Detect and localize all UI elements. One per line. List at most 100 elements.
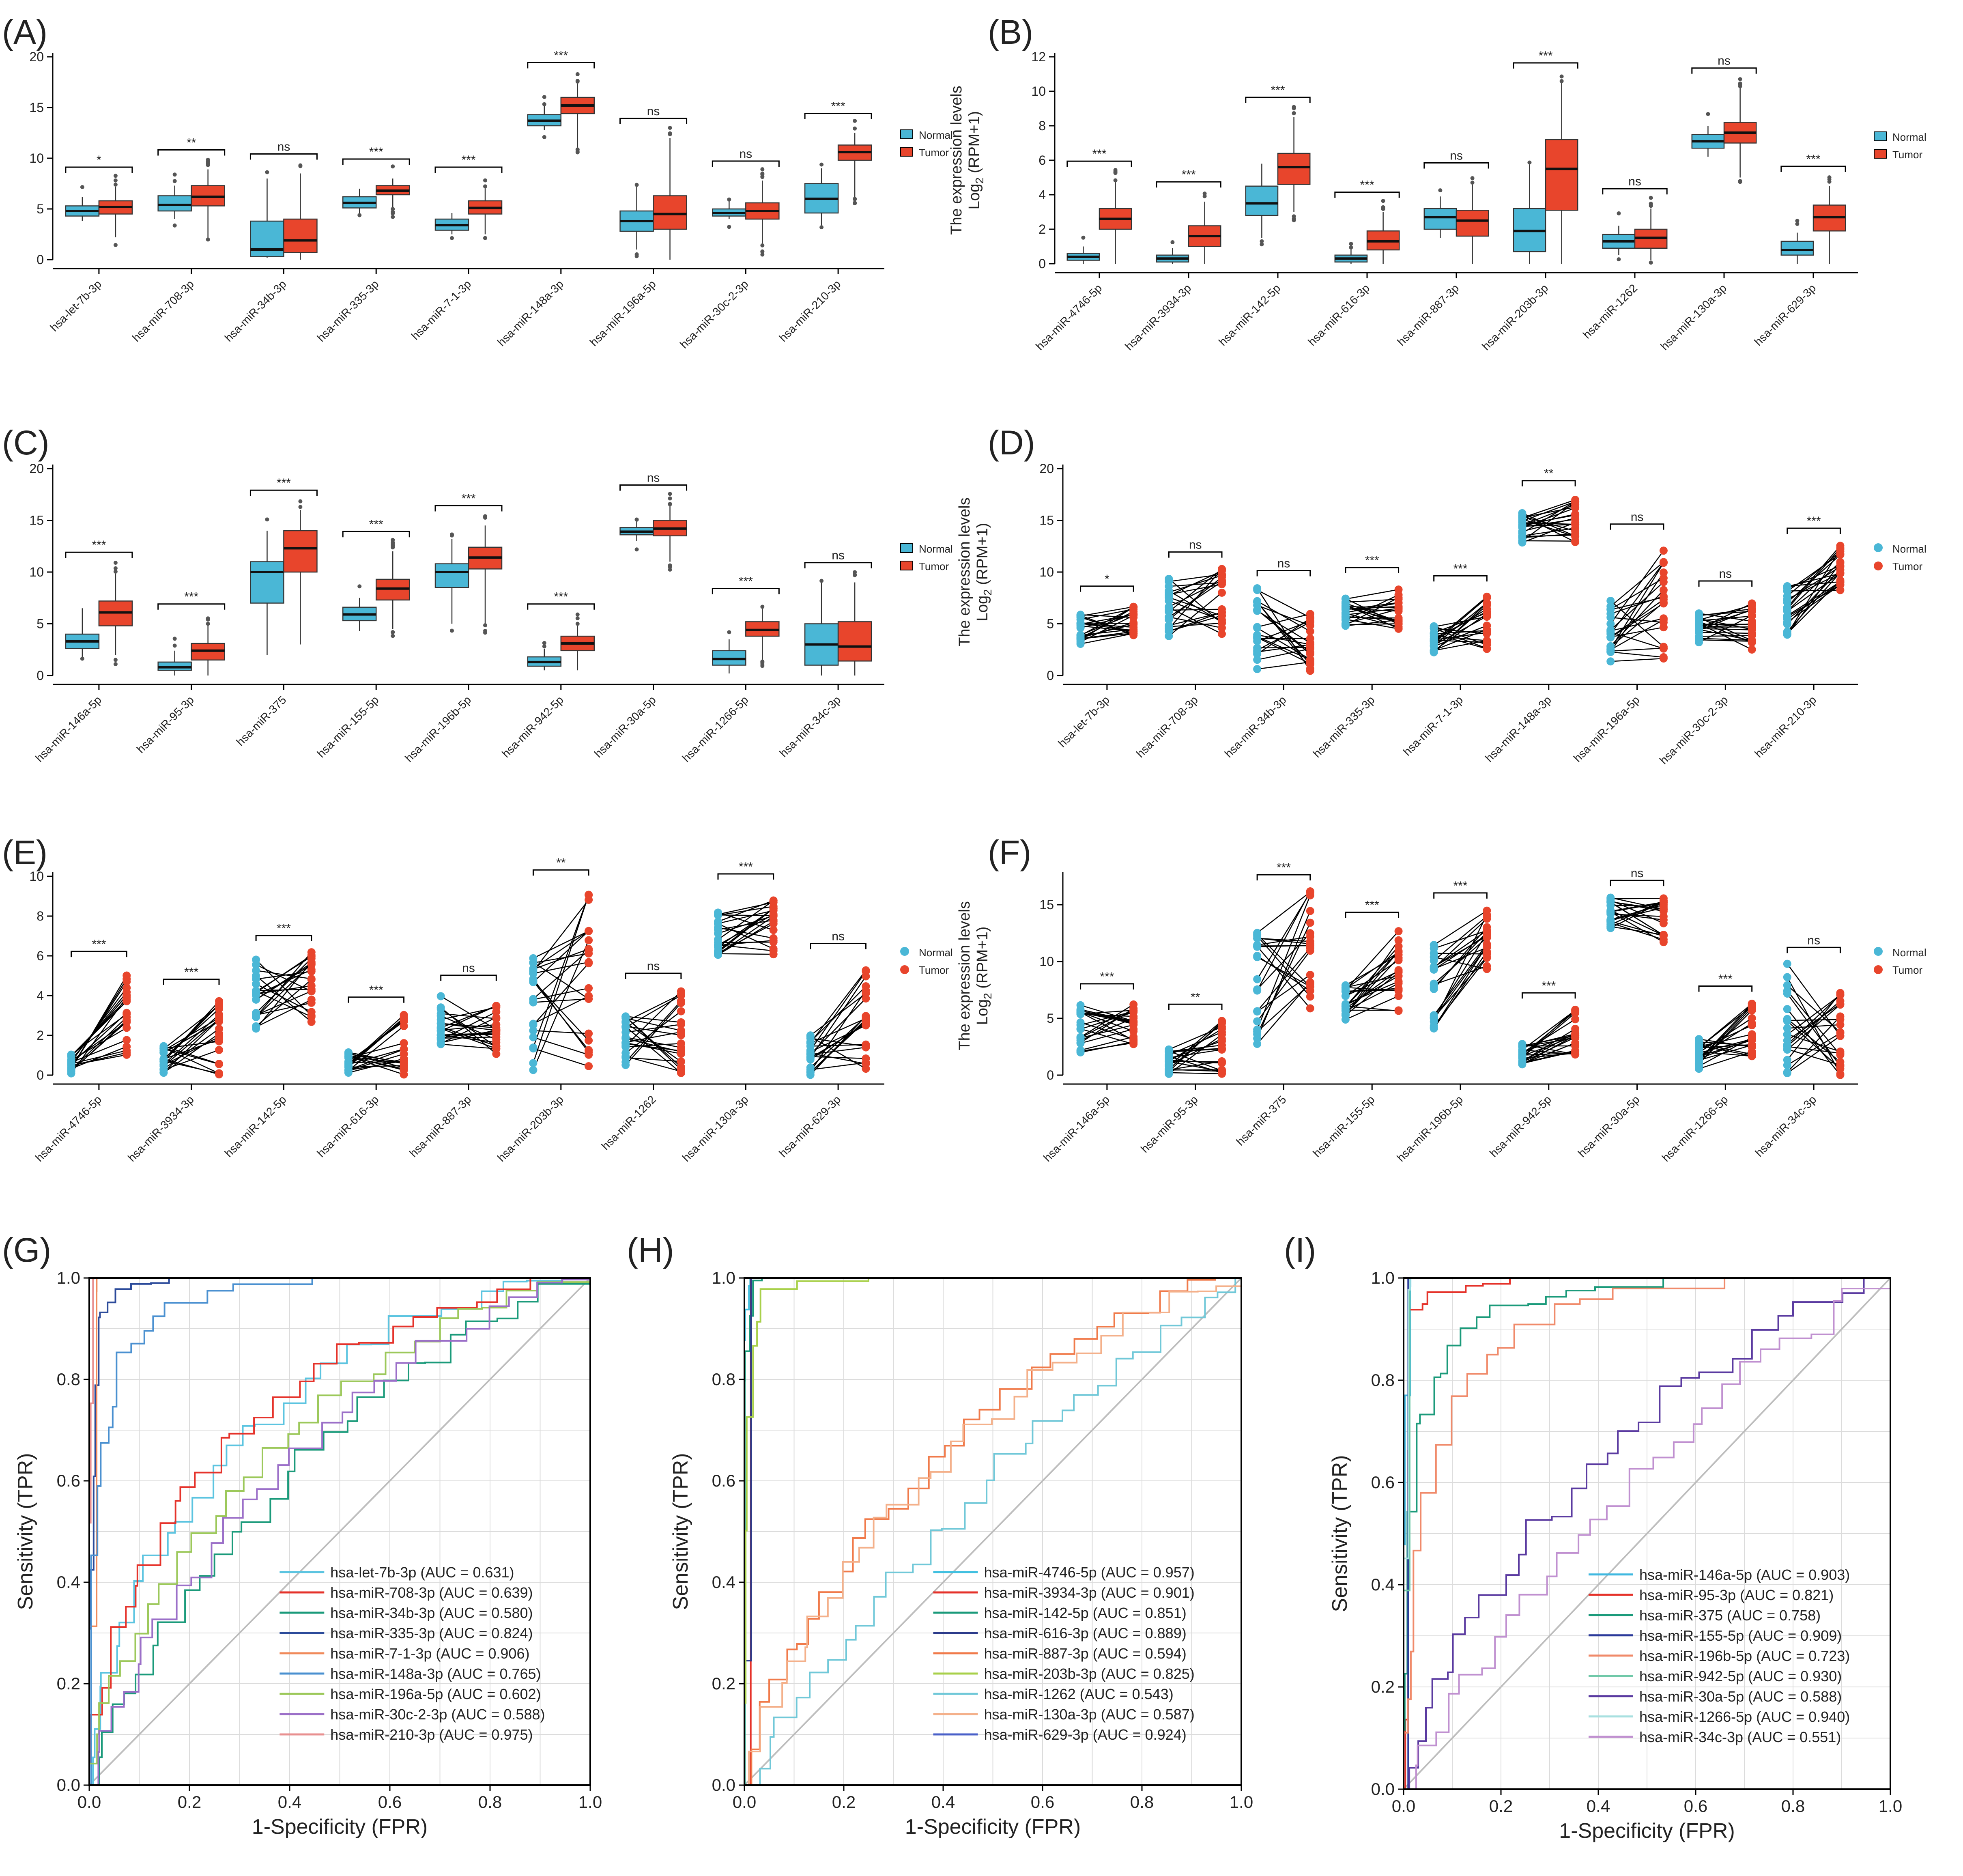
pair-line: [1168, 1038, 1222, 1065]
pair-line: [1699, 629, 1752, 641]
pair-line: [1610, 577, 1664, 610]
point-normal: [1518, 527, 1527, 536]
pair-line: [810, 970, 866, 1043]
pair-line: [1610, 900, 1664, 925]
significance-bracket: [434, 166, 503, 173]
pair-line: [1610, 562, 1664, 607]
legend-normal-label: Normal: [919, 543, 953, 555]
pair-line: [71, 1052, 127, 1066]
y-tick-label: 10: [29, 869, 44, 884]
x-tick-label: hsa-miR-142-5p: [1216, 282, 1283, 348]
point-tumor: [1836, 547, 1845, 556]
significance-label: **: [1191, 990, 1200, 1004]
pair-line: [1787, 569, 1841, 625]
legend-tumor-label: Tumor: [1892, 964, 1922, 976]
outlier-point: [113, 566, 118, 570]
pair-line: [1168, 1021, 1222, 1072]
point-normal: [159, 1065, 168, 1074]
point-normal: [1253, 665, 1262, 673]
point-normal: [436, 1034, 445, 1042]
outlier-point: [542, 95, 546, 99]
x-tick-label: 1.0: [578, 1792, 602, 1811]
point-tumor: [1748, 1000, 1756, 1008]
point-tumor: [1571, 514, 1580, 523]
point-tumor: [307, 998, 316, 1007]
point-tumor: [1483, 594, 1491, 602]
pair-line: [533, 948, 589, 970]
point-normal: [1253, 986, 1262, 995]
pair-line: [1345, 983, 1399, 1011]
significance-label: ***: [1092, 147, 1106, 161]
panel-label-C: (C): [2, 424, 49, 462]
y-tick-label: 10: [1039, 954, 1054, 969]
x-tick-label: 0.8: [1781, 1796, 1805, 1816]
point-tumor: [1306, 919, 1314, 927]
point-tumor: [400, 1050, 408, 1058]
pair-line: [348, 1026, 404, 1071]
pair-line: [1080, 1036, 1134, 1051]
point-tumor: [1306, 627, 1314, 636]
x-tick-label: 1.0: [1879, 1796, 1902, 1816]
x-tick-label: 0.0: [77, 1792, 101, 1811]
pair-line: [1787, 993, 1841, 1067]
outlier-point: [1706, 112, 1710, 116]
pair-line: [256, 971, 312, 980]
y-tick-label: 12: [1031, 49, 1046, 64]
pair-line: [533, 895, 589, 1063]
point-tumor: [1748, 645, 1756, 654]
pair-line: [533, 930, 589, 983]
outlier-point: [760, 249, 765, 254]
pair-line: [1434, 626, 1487, 645]
significance-bracket: [712, 160, 780, 167]
legend-label: hsa-miR-148a-3p (AUC = 0.765): [330, 1665, 541, 1682]
pair-line: [1080, 1011, 1134, 1032]
pair-line: [1257, 947, 1311, 1012]
pair-line: [71, 992, 127, 1061]
y-tick-label: 2: [1038, 222, 1046, 237]
pair-line: [1522, 524, 1576, 527]
point-normal: [806, 1054, 815, 1062]
x-tick-label: hsa-miR-1266-5p: [680, 693, 751, 764]
point-normal: [621, 1034, 630, 1043]
significance-bracket: [1610, 880, 1664, 886]
pair-line: [1699, 603, 1752, 630]
x-tick-label: hsa-miR-210-3p: [776, 278, 843, 344]
point-tumor: [123, 975, 131, 983]
point-normal: [1783, 618, 1791, 626]
legend-tumor-marker: [1874, 149, 1887, 159]
pair-line: [625, 994, 682, 1022]
significance-bracket: [1345, 912, 1400, 918]
outlier-point: [206, 163, 210, 167]
significance-bracket: [712, 587, 780, 594]
point-tumor: [1659, 897, 1668, 905]
plot-frame: [1403, 1277, 1891, 1790]
point-normal: [1253, 656, 1262, 664]
significance-bracket: [65, 166, 133, 173]
significance-label: ***: [92, 538, 106, 552]
pair-line: [1080, 633, 1134, 639]
outlier-point: [391, 164, 395, 169]
y-tick-label: 0.6: [57, 1471, 80, 1490]
outlier-point: [391, 545, 395, 550]
pair-line: [348, 1014, 404, 1066]
x-tick-label: hsa-miR-942-5p: [499, 693, 566, 760]
outlier-point: [1381, 207, 1385, 211]
x-tick-label: hsa-miR-4746-5p: [33, 1093, 104, 1164]
point-normal: [621, 1053, 630, 1062]
point-tumor: [123, 988, 131, 996]
point-tumor: [1659, 568, 1668, 577]
point-normal: [1606, 633, 1615, 641]
significance-label: ns: [1718, 54, 1731, 68]
pair-line: [1168, 569, 1222, 629]
point-normal: [1430, 956, 1438, 965]
pair-line: [1257, 605, 1311, 626]
pair-line: [533, 953, 589, 964]
point-tumor: [1483, 962, 1491, 970]
outlier-point: [391, 542, 395, 546]
significance-bracket: [249, 153, 318, 160]
significance-bracket: [255, 935, 312, 941]
point-tumor: [215, 1035, 223, 1043]
point-normal: [1606, 898, 1615, 906]
point-normal: [529, 1020, 538, 1028]
y-tick-label: 0.4: [712, 1573, 735, 1592]
